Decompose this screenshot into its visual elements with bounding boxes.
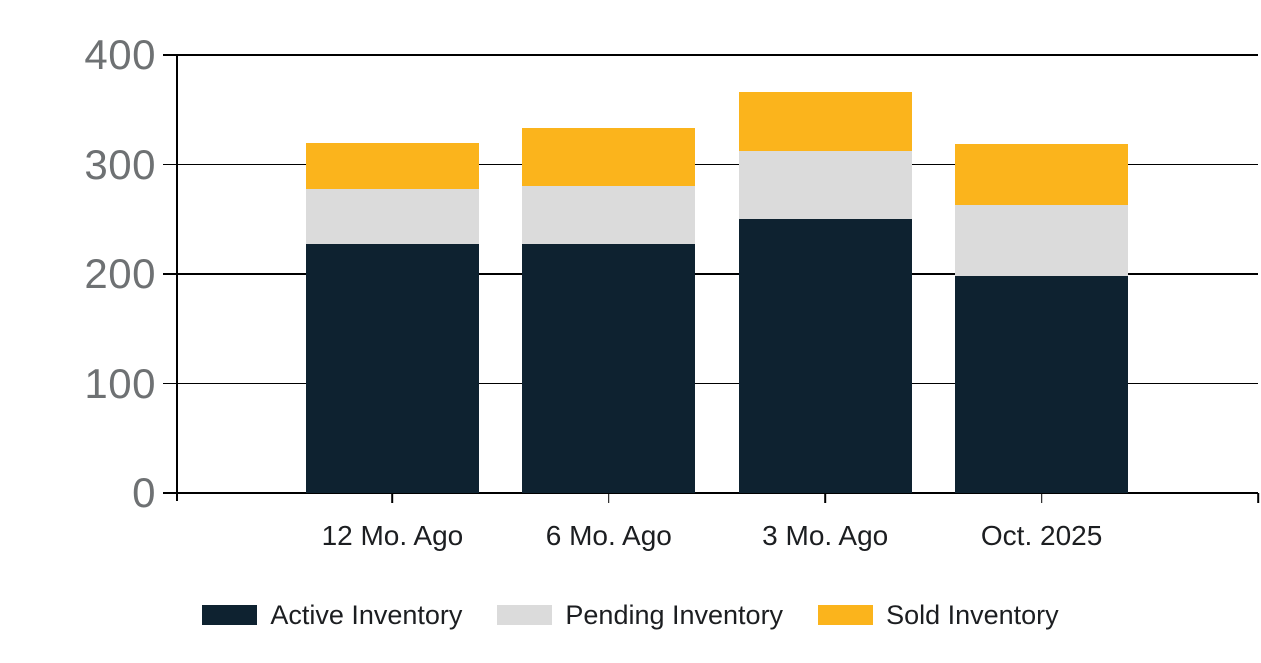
segment-pending-inventory — [738, 151, 912, 220]
x-axis-tick — [824, 493, 826, 503]
x-axis-line — [163, 492, 1258, 494]
bar-12-mo-ago — [305, 55, 479, 493]
x-axis-tick — [391, 493, 394, 503]
x-tick-label: 12 Mo. Ago — [321, 520, 464, 551]
x-tick-label: 3 Mo. Ago — [762, 520, 889, 551]
y-tick-label-200: 200 — [84, 250, 156, 297]
legend-label: Sold Inventory — [886, 600, 1059, 630]
x-tick-label: 6 Mo. Ago — [545, 520, 672, 551]
legend-item-active-inventory: Active Inventory — [202, 599, 462, 631]
segment-active-inventory — [955, 276, 1129, 493]
segment-sold-inventory — [738, 92, 912, 152]
segment-pending-inventory — [955, 205, 1129, 277]
segment-sold-inventory — [522, 128, 696, 187]
y-tick-label-0: 0 — [132, 469, 156, 516]
x-axis-tick — [1040, 493, 1043, 503]
segment-active-inventory — [738, 219, 912, 493]
gridline-300 — [163, 163, 1258, 166]
segment-sold-inventory — [955, 143, 1129, 206]
y-tick-label-400: 400 — [84, 31, 156, 78]
legend-item-pending-inventory: Pending Inventory — [497, 599, 783, 631]
legend-swatch-icon — [497, 605, 553, 625]
x-axis-tick — [608, 493, 610, 503]
segment-sold-inventory — [305, 142, 479, 189]
legend: Active Inventory Pending Inventory Sold In… — [0, 599, 1261, 631]
y-tick-label-100: 100 — [84, 359, 156, 407]
bar-oct-2025 — [955, 55, 1129, 493]
legend-item-sold-inventory: Sold Inventory — [818, 599, 1059, 631]
x-axis-labels: 12 Mo. Ago 6 Mo. Ago 3 Mo. Ago Oct. 2025 — [176, 519, 1258, 553]
gridline-400 — [163, 54, 1258, 56]
bar-3-mo-ago — [738, 55, 912, 493]
segment-active-inventory — [522, 244, 696, 493]
segment-pending-inventory — [305, 188, 479, 245]
legend-swatch-icon — [202, 605, 258, 625]
gridline-100 — [163, 382, 1258, 385]
plot-area — [163, 54, 1259, 503]
y-tick-label-300: 300 — [84, 140, 156, 188]
y-axis-labels: 0 100 200 300 400 — [0, 34, 156, 514]
legend-label: Pending Inventory — [565, 600, 784, 630]
legend-swatch-icon — [818, 605, 874, 625]
segment-active-inventory — [305, 244, 479, 493]
x-axis-tick — [1257, 493, 1259, 503]
legend-label: Active Inventory — [270, 600, 463, 630]
y-axis-line — [176, 55, 178, 501]
x-tick-label: Oct. 2025 — [980, 520, 1103, 551]
bar-6-mo-ago — [522, 55, 696, 493]
gridline-200 — [163, 273, 1258, 275]
segment-pending-inventory — [522, 186, 696, 245]
